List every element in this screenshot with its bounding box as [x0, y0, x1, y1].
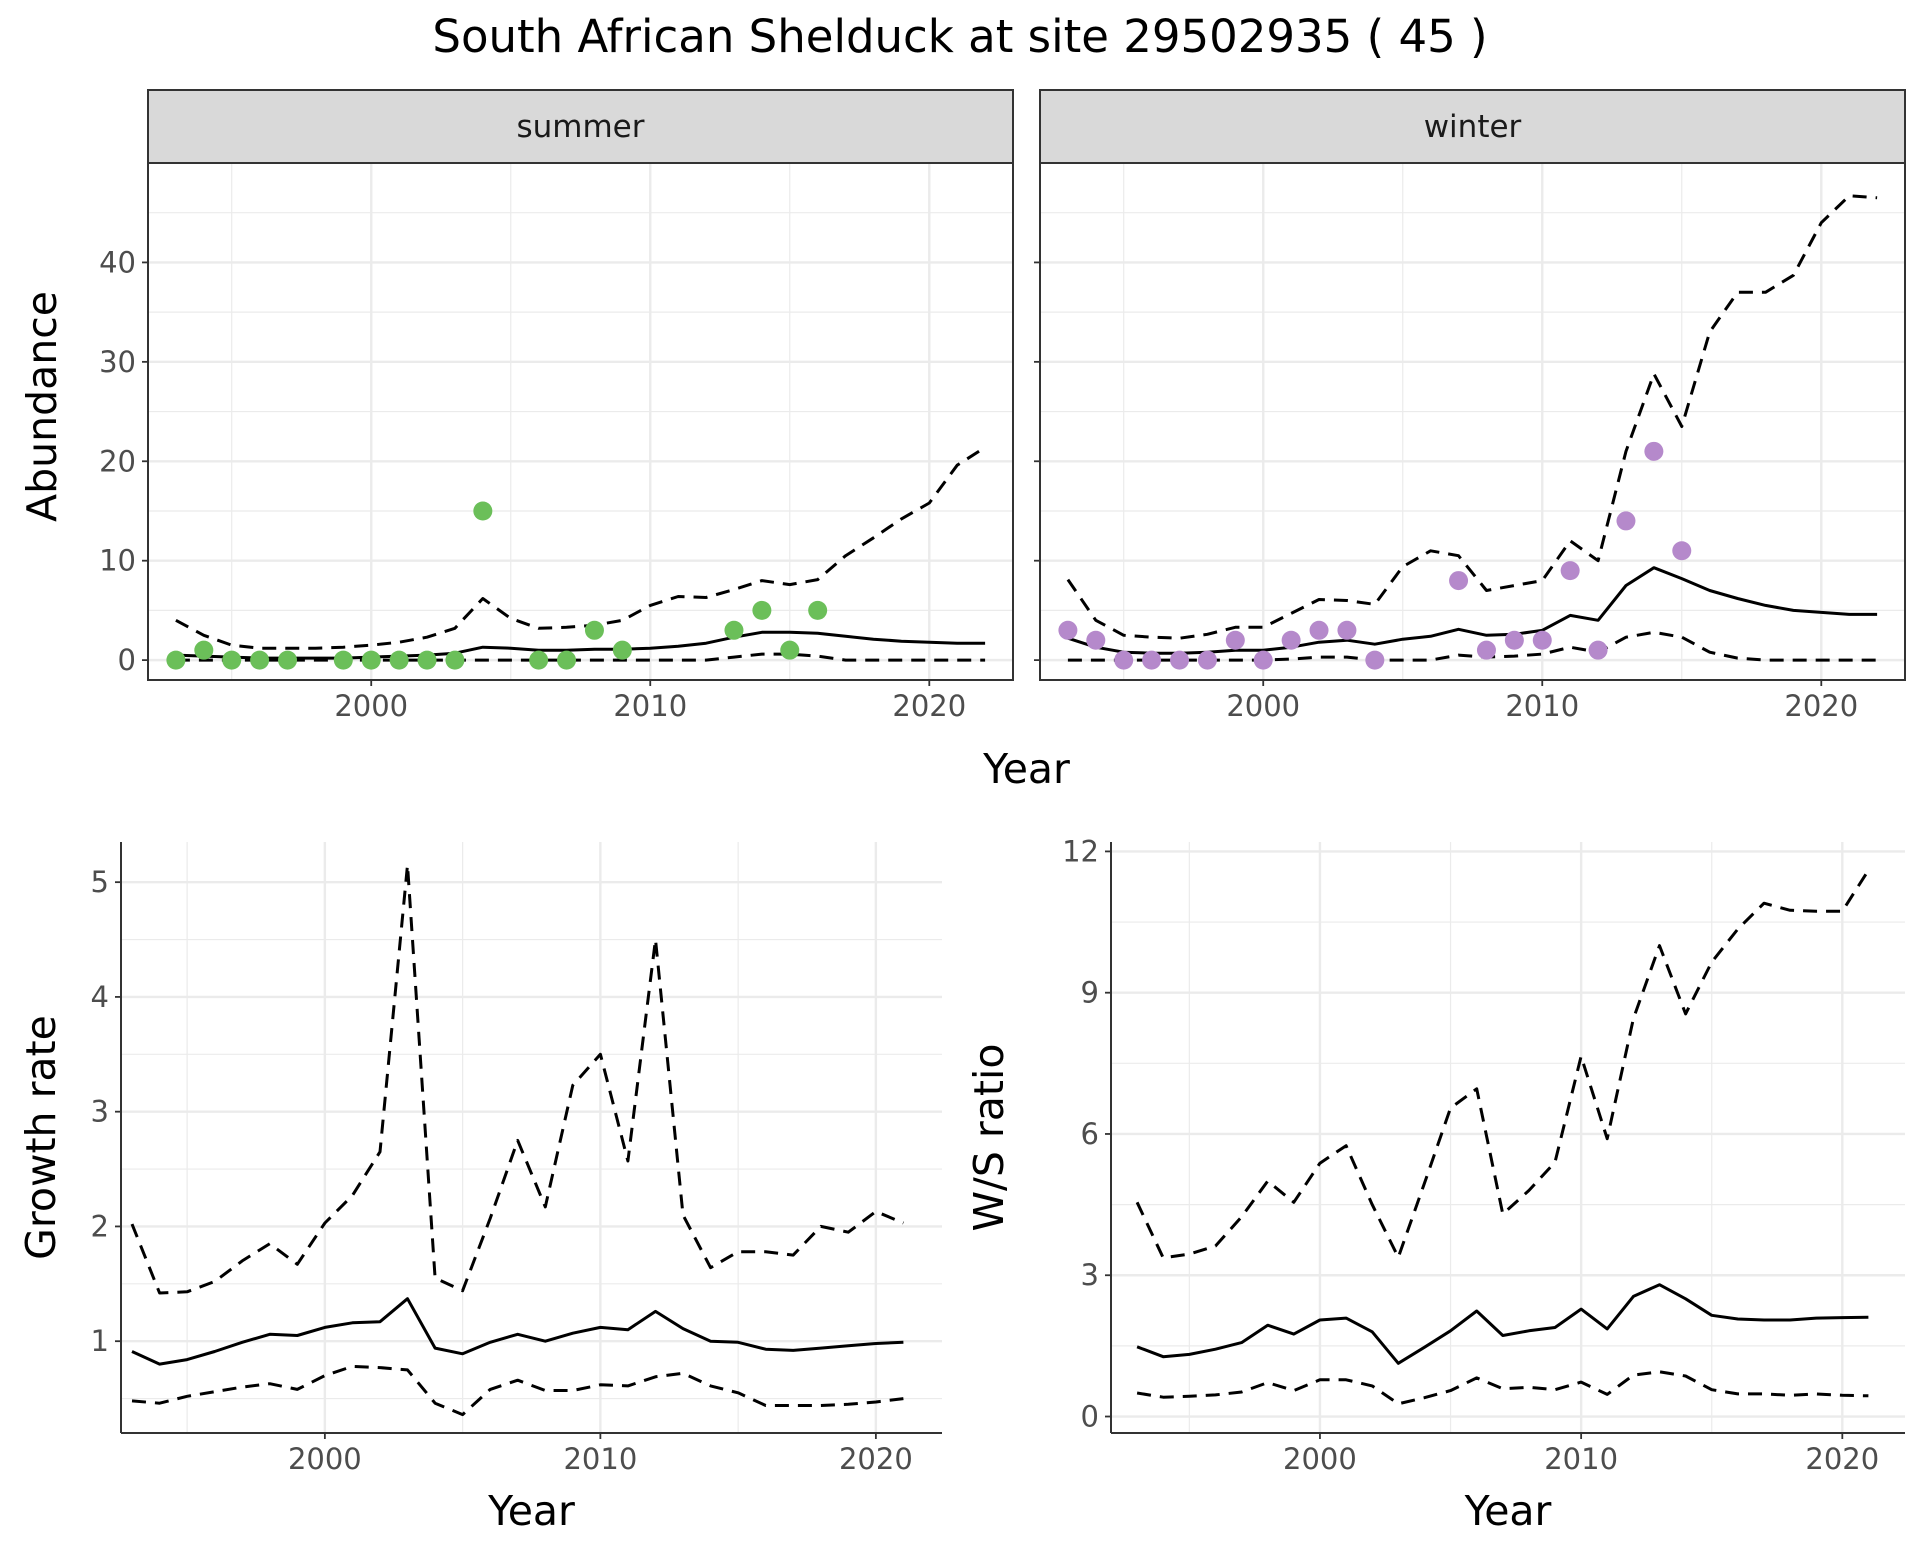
observed-point — [1476, 640, 1496, 660]
observed-point — [1588, 640, 1608, 660]
y-axis-title: W/S ratio — [965, 1044, 1013, 1232]
x-tick-label: 2010 — [1544, 1442, 1618, 1476]
observed-point — [1365, 650, 1385, 670]
ws-ratio-panel: 2000 2010 2020 0 3 6 9 12 Year W/S ratio — [965, 834, 1905, 1535]
observed-point — [1170, 650, 1190, 670]
observed-point — [389, 650, 409, 670]
y-tick-label: 20 — [99, 444, 136, 478]
x-axis-title: Year — [487, 1487, 575, 1535]
y-tick-label: 2 — [91, 1209, 109, 1243]
observed-point — [724, 620, 744, 640]
observed-point — [194, 640, 214, 660]
observed-point — [557, 650, 577, 670]
panel-background — [1040, 163, 1905, 680]
upper-bound-line — [1135, 869, 1870, 1260]
observed-point — [1504, 630, 1524, 650]
observed-point — [1197, 650, 1217, 670]
observed-point — [1560, 561, 1580, 581]
facet-label: winter — [1424, 109, 1522, 145]
y-tick-label: 3 — [91, 1095, 109, 1129]
y-tick-label: 3 — [1081, 1258, 1099, 1292]
observed-point — [445, 650, 465, 670]
observed-point — [1225, 630, 1245, 650]
observed-point — [473, 501, 493, 521]
lower-bound-line — [131, 1364, 904, 1417]
observed-point — [1253, 650, 1273, 670]
observed-point — [1142, 650, 1162, 670]
y-axis-title: Growth rate — [17, 1015, 65, 1260]
x-tick-label: 2000 — [1226, 689, 1300, 723]
lower-bound-line — [1136, 1370, 1869, 1406]
observed-point — [1058, 620, 1078, 640]
observed-point — [584, 620, 604, 640]
observed-point — [333, 650, 353, 670]
x-tick-label: 2020 — [839, 1442, 913, 1476]
observed-point — [1532, 630, 1552, 650]
y-tick-label: 6 — [1081, 1117, 1099, 1151]
x-tick-label: 2000 — [288, 1442, 362, 1476]
observed-point — [166, 650, 186, 670]
upper-bound-line — [1066, 194, 1878, 640]
observed-point — [529, 650, 549, 670]
y-tick-label: 0 — [1081, 1400, 1099, 1434]
observed-point — [1616, 511, 1636, 531]
abundance-panels: summer 2000 2010 2020 0 10 20 30 40 winter 2000 201… — [18, 89, 1906, 793]
observed-point — [222, 650, 242, 670]
estimate-line — [131, 1297, 904, 1366]
lower-bound-line — [175, 652, 986, 662]
x-tick-label: 2020 — [1784, 689, 1858, 723]
y-tick-label: 0 — [118, 643, 136, 677]
observed-point — [278, 650, 298, 670]
facet-summer: summer 2000 2010 2020 0 10 20 30 40 — [99, 89, 1014, 723]
x-tick-label: 2000 — [1283, 1442, 1357, 1476]
facet-strip — [1039, 89, 1906, 164]
growth-rate-panel: 2000 2010 2020 1 2 3 4 5 Year Growth rate — [17, 842, 942, 1535]
y-axis-title: Abundance — [18, 291, 66, 522]
observed-point — [1114, 650, 1134, 670]
observed-point — [1309, 620, 1329, 640]
x-axis-title: Year — [982, 745, 1070, 793]
observed-point — [780, 640, 800, 660]
observed-point — [612, 640, 632, 660]
observed-point — [1337, 620, 1357, 640]
observed-point — [1281, 630, 1301, 650]
figure-title: South African Shelduck at site 29502935 … — [432, 10, 1488, 63]
x-tick-label: 2010 — [1505, 689, 1579, 723]
upper-bound-line — [175, 446, 986, 650]
x-tick-label: 2010 — [613, 689, 687, 723]
x-tick-label: 2000 — [334, 689, 408, 723]
estimate-line — [1136, 1283, 1869, 1365]
observed-point — [361, 650, 381, 670]
facet-winter: winter 2000 2010 2020 — [1034, 89, 1906, 723]
y-tick-label: 40 — [99, 245, 136, 279]
y-tick-label: 1 — [91, 1324, 109, 1358]
observed-point — [250, 650, 270, 670]
observed-point — [752, 600, 772, 620]
observed-point — [1644, 441, 1664, 461]
y-tick-label: 4 — [91, 980, 109, 1014]
y-tick-label: 10 — [99, 544, 136, 578]
facet-label: summer — [516, 109, 644, 145]
x-axis-title: Year — [1464, 1487, 1552, 1535]
panel-background — [148, 163, 1013, 680]
observed-point — [808, 600, 828, 620]
x-tick-label: 2010 — [563, 1442, 637, 1476]
y-tick-label: 9 — [1081, 976, 1099, 1010]
x-tick-label: 2020 — [892, 689, 966, 723]
facet-strip — [147, 89, 1014, 164]
x-tick-label: 2020 — [1805, 1442, 1879, 1476]
estimate-line — [175, 630, 986, 660]
y-tick-label: 30 — [99, 345, 136, 379]
upper-bound-line — [130, 863, 904, 1295]
observed-point — [1086, 630, 1106, 650]
observed-point — [417, 650, 437, 670]
y-tick-label: 5 — [91, 865, 109, 899]
y-tick-label: 12 — [1062, 834, 1099, 868]
panel-background — [121, 842, 942, 1433]
observed-point — [1449, 571, 1469, 591]
observed-point — [1672, 541, 1692, 561]
